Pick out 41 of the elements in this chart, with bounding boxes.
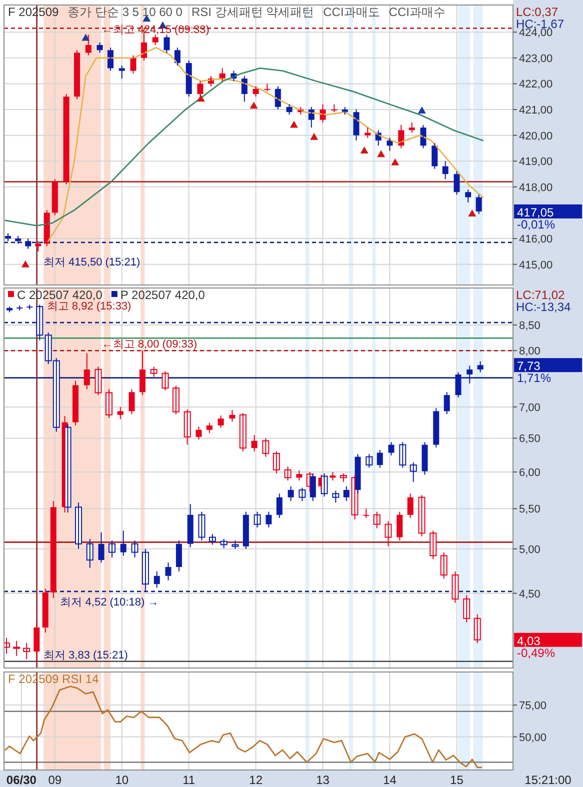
annotation: CCI과매수 — [388, 5, 446, 19]
annotation: 최저 415,50 (15:21) — [44, 256, 140, 268]
text: 4,03 -0,49% — [517, 634, 556, 660]
annotation: RSI 강세패턴 약세패턴 — [191, 5, 314, 19]
y-tick-label: 418,00 — [519, 182, 553, 194]
text: LC:71,02 HC:-13,34 — [516, 288, 572, 314]
y-tick-label: 5,00 — [519, 544, 540, 556]
annotation: 최저 4,52 (10:18) → — [60, 596, 159, 608]
y-tick-label: 7,00 — [519, 402, 540, 414]
x-tick-label: 10 — [115, 773, 129, 787]
y-tick-label: 422,00 — [519, 78, 553, 91]
y-tick-label: 420,00 — [519, 130, 553, 142]
y-tick-label: 6,50 — [519, 433, 540, 446]
legend-label: P 202507 420,0 — [120, 288, 206, 302]
annotation: ←최고 8,00 (09:33) — [102, 338, 198, 351]
y-tick-label: 419,00 — [519, 156, 553, 168]
text: 7,73 1,71% — [517, 359, 552, 386]
y-tick-label: 8,00 — [519, 346, 540, 358]
annotation: 최고 8,92 (15:33) — [46, 300, 132, 313]
x-tick-label: 12 — [249, 773, 263, 787]
y-tick-label: 415,00 — [519, 259, 553, 272]
annotation: CCI과매도 — [323, 5, 380, 19]
y-tick-label: 50,00 — [519, 732, 547, 744]
x-tick-label: 15 — [450, 773, 464, 787]
y-tick-label: 421,00 — [519, 104, 553, 117]
y-tick-label: 75,00 — [519, 700, 547, 712]
annotation: 종가 단순 3 5 10 60 0 — [68, 5, 183, 19]
y-tick-label: 8,50 — [519, 320, 540, 332]
x-tick-label: 11 — [182, 773, 196, 787]
text: 417,05 -0,01% — [517, 205, 556, 232]
annotation: 최저 3,83 (15:21) — [44, 649, 128, 662]
y-tick-label: 5,50 — [519, 504, 540, 516]
y-tick-label: 423,00 — [519, 52, 553, 65]
x-tick-label: 13 — [316, 773, 330, 787]
x-tick-label: 14 — [383, 773, 397, 787]
y-tick-label: 4,50 — [519, 588, 540, 600]
x-tick-label: 06/30 — [6, 773, 37, 787]
y-tick-label: 416,00 — [519, 234, 553, 246]
x-axis-title: 15:21:00 — [524, 773, 572, 787]
y-tick-label: 6,00 — [519, 466, 540, 479]
x-tick-label: 09 — [48, 773, 62, 787]
